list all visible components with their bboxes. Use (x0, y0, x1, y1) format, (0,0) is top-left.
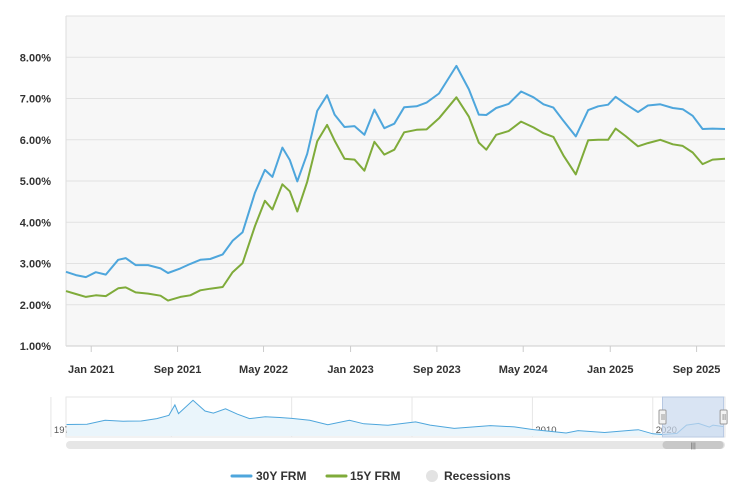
navigator-selection[interactable] (662, 396, 725, 438)
y-axis-labels: 1.00% 2.00% 3.00% 4.00% 5.00% 6.00% 7.00% 8.00% (20, 52, 51, 353)
legend-label-15y: 15Y FRM (350, 469, 400, 483)
x-tick-label: May 2024 (499, 364, 549, 376)
x-tick-label: Jan 2021 (68, 364, 114, 376)
y-tick-label: 8.00% (20, 52, 51, 64)
y-tick-label: 1.00% (20, 341, 51, 353)
y-tick-label: 4.00% (20, 217, 51, 229)
scrollbar-thumb[interactable] (662, 441, 724, 449)
navigator-tick-label: 1970 (54, 425, 75, 436)
x-tick-label: Jan 2023 (327, 364, 373, 376)
y-tick-label: 6.00% (20, 135, 51, 147)
scrollbar[interactable]: ||| (66, 441, 725, 450)
navigator-line (66, 399, 724, 436)
y-tick-label: 5.00% (20, 176, 51, 188)
legend-swatch-recessions (426, 470, 438, 482)
x-tick-label: Jan 2025 (587, 364, 633, 376)
x-tick-label: May 2022 (239, 364, 288, 376)
y-tick-label: 3.00% (20, 259, 51, 271)
legend: 30Y FRM 15Y FRM Recessions (230, 469, 511, 483)
scrollbar-track[interactable] (66, 441, 725, 449)
series-30y-line[interactable] (65, 64, 726, 279)
x-axis-labels: Jan 2021 Sep 2021 May 2022 Jan 2023 Sep 2023… (68, 364, 720, 376)
series-15y-line[interactable] (65, 96, 726, 302)
legend-label-30y: 30Y FRM (256, 469, 306, 483)
y-tick-label: 2.00% (20, 300, 51, 312)
y-tick-label: 7.00% (20, 94, 51, 106)
series-lines (65, 64, 726, 302)
legend-label-recessions: Recessions (444, 469, 511, 483)
navigator-left-handle[interactable] (658, 409, 667, 425)
navigator[interactable]: 197019801990200020102020 (50, 396, 728, 438)
x-tick-label: Sep 2023 (413, 364, 461, 376)
navigator-area (66, 400, 724, 436)
navigator-right-handle[interactable] (719, 409, 728, 425)
scrollbar-grip: ||| (690, 443, 696, 450)
legend-item-30y[interactable]: 30Y FRM (230, 469, 306, 483)
x-tick-label: Sep 2021 (154, 364, 202, 376)
legend-item-recessions[interactable]: Recessions (426, 469, 511, 483)
legend-item-15y[interactable]: 15Y FRM (325, 469, 400, 483)
x-tick-label: Sep 2025 (673, 364, 721, 376)
